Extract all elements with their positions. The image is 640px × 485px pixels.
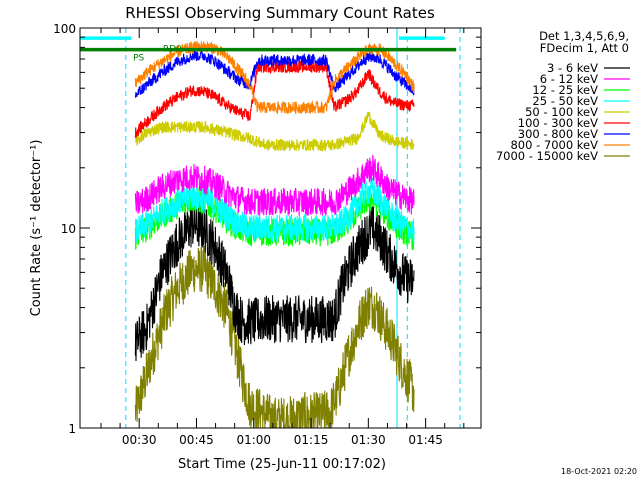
y-tick-label-0: 1 [68, 422, 76, 436]
series-line-6 [134, 49, 415, 98]
legend-label-2: 12 - 25 keV [532, 83, 598, 97]
y-axis-label: Count Rate (s⁻¹ detector⁻¹) [29, 140, 44, 317]
series-line-1 [134, 154, 415, 216]
timestamp: 18-Oct-2021 02:20 [561, 467, 637, 476]
y-tick-label-1: 10 [61, 222, 76, 236]
legend-header-line-2: FDecim 1, Att 0 [540, 41, 629, 55]
legend-header-line-1: Det 1,3,4,5,6,9, [539, 29, 629, 43]
legend-label-7: 800 - 7000 keV [510, 138, 598, 152]
legend-label-6: 300 - 800 keV [518, 127, 598, 141]
legend: Det 1,3,4,5,6,9, FDecim 1, Att 0 3 - 6 k… [496, 29, 630, 163]
series-line-3 [134, 176, 415, 245]
series-line-0 [134, 202, 415, 362]
legend-label-5: 100 - 300 keV [518, 116, 598, 130]
chart-title: RHESSI Observing Summary Count Rates [125, 4, 435, 22]
x-tick-label-5: 01:45 [408, 433, 443, 447]
plot-area: RD0 PS [80, 28, 461, 428]
legend-label-0: 3 - 6 keV [547, 61, 598, 75]
legend-label-4: 50 - 100 keV [525, 105, 598, 119]
x-tick-label-2: 01:00 [236, 433, 271, 447]
series-line-5 [134, 60, 415, 138]
legend-label-1: 6 - 12 keV [540, 72, 598, 86]
series-line-8 [134, 245, 415, 428]
x-tick-label-3: 01:15 [294, 433, 329, 447]
x-tick-label-4: 01:30 [351, 433, 386, 447]
legend-label-8: 7000 - 15000 keV [496, 149, 598, 163]
annotation-1: PS [133, 54, 144, 64]
y-tick-label-2: 100 [53, 22, 76, 36]
annotation-0: RD0 [163, 44, 182, 54]
x-axis-label: Start Time (25-Jun-11 00:17:02) [178, 457, 386, 472]
legend-label-3: 25 - 50 keV [532, 94, 598, 108]
axes: Count Rate (s⁻¹ detector⁻¹) Start Time (… [29, 22, 482, 472]
x-tick-label-1: 00:45 [179, 433, 214, 447]
series-line-4 [134, 111, 415, 153]
x-tick-label-0: 00:30 [122, 433, 157, 447]
